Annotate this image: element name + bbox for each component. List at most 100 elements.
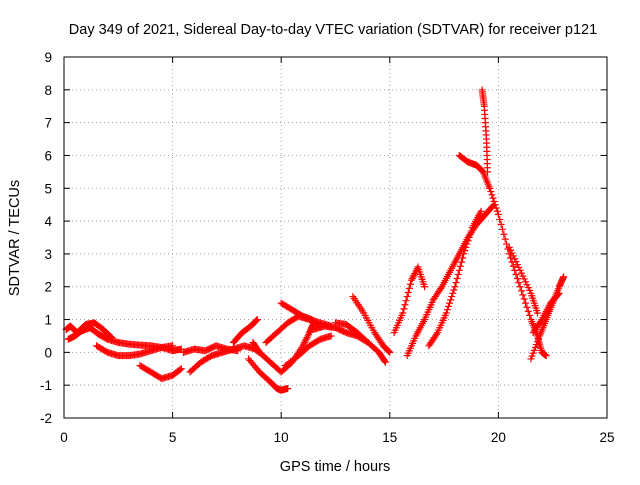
y-tick-label: -2 — [40, 411, 52, 426]
data-point — [408, 276, 416, 284]
series-arc-19 — [455, 151, 494, 192]
data-point — [560, 273, 568, 281]
data-point — [399, 309, 407, 317]
y-tick-label: 0 — [44, 345, 52, 360]
x-tick-label: 0 — [60, 430, 68, 445]
y-tick-label: 2 — [44, 280, 52, 295]
data-point — [381, 358, 389, 366]
data-point — [406, 280, 414, 288]
series-arc-22 — [505, 243, 541, 317]
data-point — [443, 306, 451, 314]
axis-ticks: 0 5 10 15 20 25 -2 -1 0 1 2 3 4 5 6 7 8 9 — [40, 50, 615, 445]
data-point — [403, 293, 411, 301]
data-point — [409, 273, 417, 281]
data-point — [405, 284, 413, 292]
x-axis-label: GPS time / hours — [280, 459, 390, 475]
data-point — [284, 384, 292, 392]
data-point — [496, 215, 504, 223]
data-point — [488, 191, 496, 199]
series-arc-14 — [332, 319, 389, 366]
data-point — [542, 352, 550, 360]
data-point — [402, 297, 410, 305]
data-point — [447, 296, 455, 304]
data-point — [463, 240, 471, 248]
data-point — [301, 337, 309, 345]
series-arc-2 — [62, 319, 116, 342]
data-point — [454, 270, 462, 278]
data-point — [520, 295, 528, 303]
y-tick-label: 6 — [44, 148, 52, 163]
data-point — [501, 235, 509, 243]
data-point — [487, 188, 495, 196]
data-point — [484, 168, 492, 176]
data-point — [449, 289, 457, 297]
data-point — [497, 220, 505, 228]
data-point — [411, 270, 419, 278]
y-tick-label: 8 — [44, 83, 52, 98]
y-tick-label: 5 — [44, 181, 52, 196]
data-point — [234, 347, 242, 355]
series-arc-20 — [478, 86, 492, 176]
data-point — [303, 334, 311, 342]
data-point — [466, 230, 474, 238]
data-point — [522, 299, 530, 307]
series-arc-15 — [349, 293, 394, 356]
y-tick-label: 9 — [44, 50, 52, 65]
series-arc-12 — [282, 332, 335, 369]
data-point — [494, 211, 502, 219]
data-point — [442, 309, 450, 317]
data-point — [492, 204, 500, 212]
series-arc-7 — [229, 316, 261, 347]
data-point — [523, 303, 531, 311]
grid-lines — [64, 57, 607, 418]
data-point — [491, 201, 499, 209]
data-point — [555, 289, 563, 297]
y-tick-label: 3 — [44, 247, 52, 262]
data-point — [176, 366, 184, 374]
data-point — [253, 316, 261, 324]
data-point — [493, 207, 501, 215]
data-point — [500, 230, 508, 238]
data-point — [327, 332, 335, 340]
data-point — [421, 283, 429, 291]
data-point — [450, 286, 458, 294]
data-point — [460, 250, 468, 258]
data-point — [169, 342, 177, 350]
data-point — [513, 275, 521, 283]
data-point — [177, 365, 185, 373]
data-point — [107, 333, 115, 341]
data-point — [385, 348, 393, 356]
y-tick-label: 1 — [44, 313, 52, 328]
data-point — [446, 299, 454, 307]
series-arc-18 — [425, 207, 485, 350]
data-point — [299, 342, 307, 350]
data-point — [453, 275, 461, 283]
y-axis-label: SDTVAR / TECUs — [7, 180, 23, 296]
data-point — [498, 225, 506, 233]
data-point — [459, 254, 467, 262]
data-point — [519, 291, 527, 299]
data-point — [252, 317, 260, 325]
data-point — [404, 288, 412, 296]
data-point — [524, 307, 532, 315]
series-arc-3 — [93, 342, 177, 360]
x-tick-label: 25 — [599, 430, 614, 445]
data-point — [437, 284, 445, 292]
data-point — [486, 184, 494, 192]
data-point — [300, 340, 308, 348]
data-point — [302, 335, 310, 343]
plot-frame — [63, 56, 608, 419]
data-point — [432, 330, 440, 338]
x-tick-label: 15 — [382, 430, 397, 445]
data-point — [448, 293, 456, 301]
series-arc-23 — [527, 273, 568, 363]
series-arc-24 — [529, 289, 563, 337]
x-tick-label: 5 — [169, 430, 177, 445]
data-point — [381, 357, 389, 365]
series-arc-16 — [390, 263, 429, 337]
chart-title: Day 349 of 2021, Sidereal Day-to-day VTE… — [69, 22, 597, 38]
data-points — [62, 86, 568, 394]
data-point — [509, 262, 517, 270]
